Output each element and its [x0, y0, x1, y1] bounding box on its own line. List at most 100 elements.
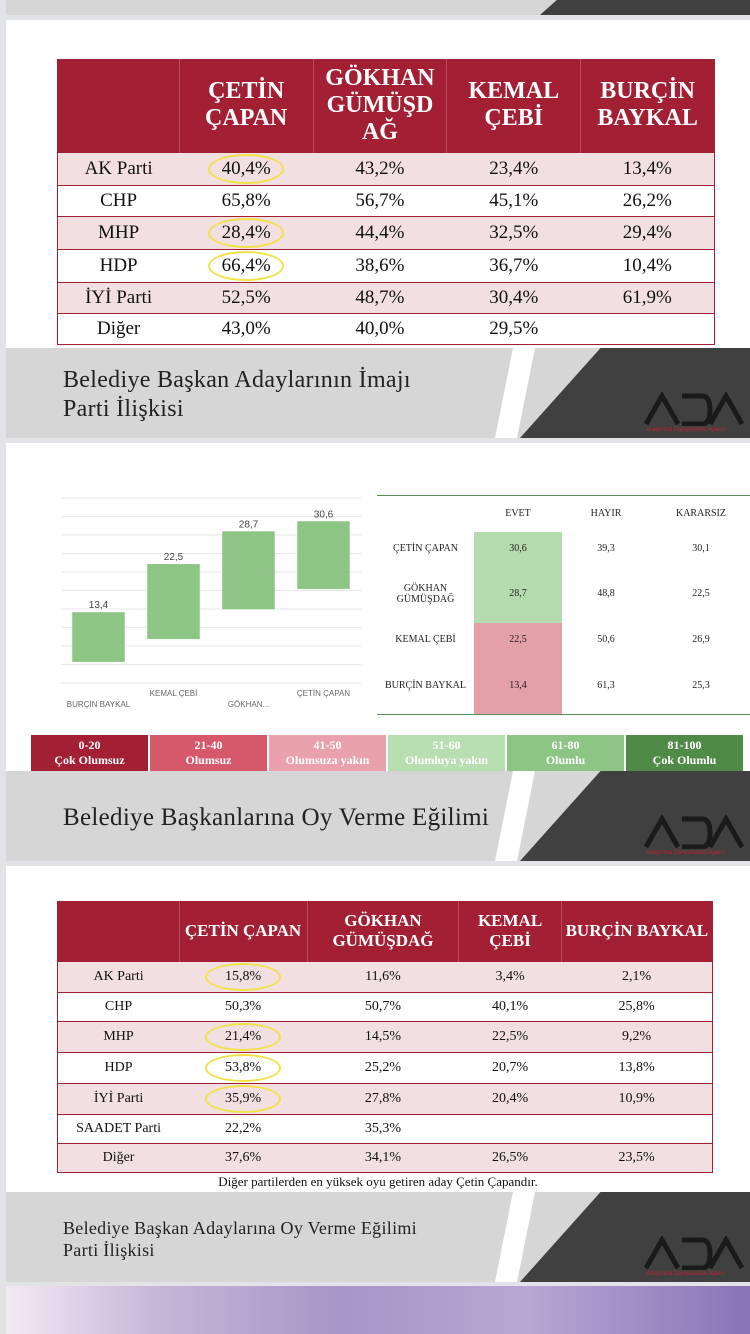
- party-name: Diğer: [57, 312, 180, 345]
- ada-logo-icon: [643, 813, 745, 850]
- party-name: HDP: [57, 1051, 180, 1083]
- party-name: Diğer: [57, 1142, 180, 1173]
- value-cell: 13,8%: [561, 1051, 714, 1083]
- value-text: 35,3%: [364, 1120, 402, 1136]
- value-cell: 43,0%: [179, 312, 314, 345]
- value-text: 26,5%: [491, 1149, 529, 1165]
- value-cell: 40,1%: [458, 991, 562, 1021]
- votes-row: KEMAL ÇEBİ 22,5 50,6 26,9: [377, 622, 750, 657]
- votes-header-kararsiz: KARARSIZ: [675, 508, 726, 520]
- votes-kararsiz-cell: 25,3: [692, 679, 710, 691]
- value-text: 43,0%: [221, 317, 271, 339]
- chart-category-label: GÖKHAN...: [228, 700, 269, 709]
- legend-label: Olumluya yakın: [404, 753, 489, 767]
- table-row: AK Parti 15,8% 11,6% 3,4% 2,1%: [57, 960, 714, 992]
- vote-tendency-bar-chart: 13,4 BURÇİN BAYKAL 22,5 KEMAL ÇEBİ 28,7 GÖKHA…: [61, 497, 361, 709]
- value-cell: 56,7%: [313, 184, 447, 216]
- legend-item: 81-100 Çok Olumlu: [626, 735, 743, 771]
- value-text: 20,7%: [491, 1059, 529, 1075]
- value-text: 32,5%: [489, 221, 539, 243]
- table-row: CHP 50,3% 50,7% 40,1% 25,8%: [57, 991, 714, 1021]
- table-row: HDP 66,4% 38,6% 36,7% 10,4%: [57, 248, 715, 282]
- table-row: HDP 53,8% 25,2% 20,7% 13,8%: [57, 1051, 714, 1083]
- value-cell: 50,3%: [179, 991, 307, 1021]
- value-cell: 52,5%: [179, 281, 314, 313]
- value-text: 29,5%: [489, 317, 539, 339]
- slide-vote-tendency: 13,4 BURÇİN BAYKAL 22,5 KEMAL ÇEBİ 28,7 GÖKHA…: [6, 443, 750, 861]
- col-header-capan: ÇETİN ÇAPAN: [179, 901, 308, 961]
- legend-item: 0-20 Çok Olumsuz: [31, 735, 148, 771]
- value-cell: 32,5%: [446, 215, 581, 249]
- score-legend: 0-20 Çok Olumsuz 21-40 Olumsuz 41-50 Olumsuza…: [31, 735, 743, 771]
- votes-evet-cell: 28,7: [474, 564, 562, 623]
- value-cell: 26,5%: [458, 1142, 562, 1173]
- slide2-banner: Belediye Başkanlarına Oy Verme Eğilimi A…: [6, 771, 750, 861]
- highlighted-value: 40,4%: [208, 153, 285, 184]
- value-text: 14,5%: [364, 1028, 402, 1044]
- value-cell: 10,9%: [561, 1082, 714, 1114]
- highlighted-value: 66,4%: [208, 250, 285, 281]
- value-text: 23,4%: [489, 157, 539, 179]
- chart-data-label: 22,5: [164, 552, 184, 563]
- value-text: 10,4%: [622, 254, 672, 276]
- value-text: 27,8%: [364, 1090, 402, 1106]
- value-text: 48,7%: [355, 286, 405, 308]
- value-cell: 22,5%: [458, 1020, 562, 1052]
- value-cell: 11,6%: [307, 960, 459, 992]
- value-cell: 28,4%: [179, 215, 314, 249]
- votes-evet-cell: 22,5: [474, 622, 562, 657]
- legend-item: 41-50 Olumsuza yakın: [269, 735, 386, 771]
- ada-logo: Araştırma Danışmanlık Ajansı: [643, 813, 745, 856]
- value-text: 37,6%: [224, 1149, 262, 1165]
- legend-range: 61-80: [551, 738, 580, 752]
- legend-label: Çok Olumlu: [652, 753, 717, 767]
- votes-hayir-cell: 39,3: [597, 542, 615, 554]
- votes-hayir-cell: 50,6: [597, 634, 615, 645]
- value-cell: 22,2%: [179, 1113, 307, 1143]
- vote-party-table: ÇETİN ÇAPAN GÖKHAN GÜMÜŞDAĞ KEMAL ÇEBİ B…: [57, 901, 714, 1173]
- top-banner-remnant: [6, 0, 750, 15]
- party-name: AK Parti: [57, 960, 180, 992]
- chart-data-label: 30,6: [314, 509, 334, 520]
- value-text: 26,2%: [622, 189, 672, 211]
- votes-kararsiz-cell: 30,1: [692, 542, 710, 554]
- value-text: 50,3%: [224, 998, 262, 1014]
- col-header-cebi: KEMAL ÇEBİ: [458, 901, 562, 961]
- slide-image-party-relation: ÇETİN ÇAPAN GÖKHAN GÜMÜŞD AĞ KEMAL ÇEBİ …: [6, 20, 750, 438]
- ada-logo-subtitle: Araştırma Danışmanlık Ajansı: [646, 1271, 726, 1277]
- value-text: 56,7%: [355, 189, 405, 211]
- value-cell: 23,4%: [446, 151, 581, 185]
- votes-row: GÖKHAN GÜMÜŞDAĞ 28,7 48,8 22,5: [377, 564, 750, 623]
- value-text: 23,5%: [618, 1149, 655, 1165]
- value-cell: 53,8%: [179, 1051, 307, 1083]
- value-text: 34,1%: [364, 1149, 402, 1165]
- value-cell: 36,7%: [446, 248, 581, 282]
- party-name: HDP: [57, 248, 180, 282]
- value-cell: 14,5%: [307, 1020, 459, 1052]
- value-cell: 50,7%: [307, 991, 459, 1021]
- table-row: İYİ Parti 35,9% 27,8% 20,4% 10,9%: [57, 1082, 714, 1114]
- chart-bar: [72, 612, 125, 662]
- value-cell: 37,6%: [179, 1142, 307, 1173]
- value-text: 3,4%: [495, 968, 525, 984]
- value-text: 11,6%: [365, 968, 401, 984]
- legend-item: 51-60 Olumluya yakın: [388, 735, 505, 771]
- chart-category-label: KEMAL ÇEBİ: [150, 689, 198, 698]
- value-cell: 40,4%: [179, 151, 314, 185]
- slide3-title-line1: Belediye Başkan Adaylarına Oy Verme Eğil…: [63, 1218, 417, 1238]
- value-cell: 65,8%: [179, 184, 314, 216]
- party-name: İYİ Parti: [57, 281, 180, 313]
- party-name: İYİ Parti: [57, 1082, 180, 1114]
- table-note: Diğer partilerden en yüksek oyu getiren …: [218, 1174, 538, 1189]
- value-cell: 45,1%: [446, 184, 581, 216]
- value-cell: 10,4%: [580, 248, 715, 282]
- value-cell: 61,9%: [580, 281, 715, 313]
- value-text: 25,8%: [618, 998, 655, 1014]
- value-cell: 38,6%: [313, 248, 447, 282]
- legend-item: 21-40 Olumsuz: [150, 735, 267, 771]
- value-cell: 66,4%: [179, 248, 314, 282]
- value-text: 50,7%: [364, 998, 402, 1014]
- value-cell: 44,4%: [313, 215, 447, 249]
- value-text: 22,5%: [491, 1028, 529, 1044]
- votes-name-cell: GÖKHAN GÜMÜŞDAĞ: [396, 582, 455, 605]
